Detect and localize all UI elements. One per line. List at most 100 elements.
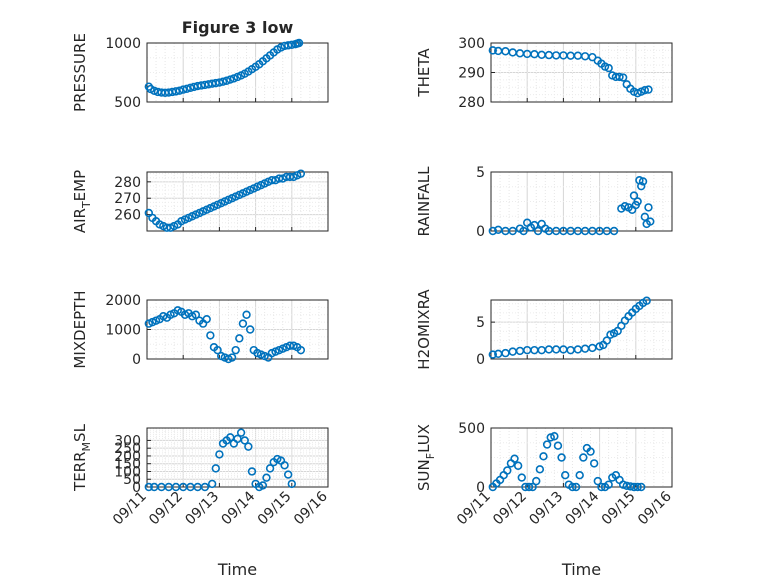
- data-point: [629, 191, 639, 200]
- data-point: [150, 86, 159, 95]
- data-point: [524, 482, 534, 492]
- panel-mixdepth: 0 1000 2000 MIXDEPTH: [71, 290, 329, 369]
- data-point: [503, 466, 512, 475]
- y-axis-label-rest: LUX: [415, 424, 433, 453]
- x-tick-label: 09/13: [182, 489, 222, 529]
- data-point: [644, 85, 653, 94]
- data-point: [488, 350, 498, 359]
- data-point: [222, 76, 231, 85]
- data-point: [240, 436, 249, 445]
- y-tick-label: 200: [114, 449, 141, 465]
- data-point: [620, 202, 630, 211]
- data-point: [238, 319, 248, 328]
- data-point: [236, 428, 246, 437]
- data-point: [539, 452, 548, 461]
- y-tick-label: 500: [458, 421, 485, 437]
- y-tick-label: 300: [114, 433, 141, 449]
- data-point: [258, 481, 268, 490]
- data-point: [618, 480, 628, 489]
- y-tick-label: 300: [458, 36, 485, 52]
- data-point: [517, 473, 526, 482]
- y-axis-label-subscript: M: [80, 442, 93, 452]
- data-point: [646, 217, 655, 226]
- data-point: [144, 482, 154, 492]
- data-point: [597, 482, 606, 492]
- data-point: [513, 461, 523, 470]
- data-point: [231, 345, 240, 355]
- y-axis-label: PRESSURE: [71, 33, 89, 112]
- data-point: [235, 334, 244, 343]
- y-tick-label: 280: [458, 95, 485, 111]
- data-point: [213, 345, 222, 355]
- y-axis-label: AIRTEMP: [71, 170, 93, 233]
- data-point: [508, 226, 517, 236]
- data-point: [488, 226, 498, 236]
- panel-theta: 280 290 300 THETA: [415, 36, 673, 111]
- panel-pressure: 500 1000 PRESSURE Figure 3 low: [71, 18, 329, 112]
- data-point: [287, 40, 296, 49]
- data-point: [171, 87, 181, 96]
- data-point: [226, 75, 235, 84]
- data-point: [287, 479, 296, 489]
- data-point: [262, 473, 271, 482]
- x-tick-label: 09/11: [110, 489, 150, 529]
- y-tick-label: 280: [114, 175, 141, 191]
- data-point: [265, 464, 275, 473]
- data-point: [604, 63, 613, 73]
- x-tick-label: 09/15: [255, 489, 295, 529]
- x-tick-label: 09/16: [291, 488, 331, 528]
- y-tick-label: 0: [132, 480, 141, 496]
- data-point: [244, 442, 253, 451]
- axes-frame: [490, 299, 673, 360]
- data-point: [211, 464, 220, 473]
- x-tick-label: 09/12: [146, 489, 186, 529]
- data-point: [294, 38, 304, 48]
- y-tick-label: 250: [114, 441, 141, 457]
- data-point: [553, 441, 563, 450]
- y-axis-label: MIXDEPTH: [71, 290, 89, 368]
- y-axis-label-main: TERR: [71, 451, 89, 492]
- panel-h2omixra: 0 5 H2OMIXRA: [415, 289, 673, 370]
- data-point: [568, 482, 577, 492]
- data-point: [644, 203, 653, 212]
- y-tick-label: 150: [114, 457, 141, 473]
- y-axis-label: H2OMIXRA: [415, 289, 433, 370]
- data-point: [206, 331, 215, 340]
- y-axis-label-main: SUN: [415, 459, 433, 491]
- y-tick-label: 2000: [105, 293, 141, 309]
- y-axis-label-subscript: F: [424, 453, 437, 459]
- data-point: [227, 353, 237, 362]
- data-point: [247, 467, 257, 476]
- data-point: [533, 226, 543, 236]
- axes-frame: [146, 171, 329, 232]
- x-tick-label: 09/11: [454, 489, 494, 529]
- data-point: [202, 314, 211, 324]
- chart-title: Figure 3 low: [182, 18, 294, 37]
- data-point: [615, 72, 624, 82]
- panel-terr_msl: 05010015020025030009/1109/1209/1309/1409…: [71, 423, 331, 579]
- data-point: [579, 453, 588, 462]
- data-point: [207, 479, 217, 489]
- y-axis-label: SUNFLUX: [415, 424, 437, 491]
- data-point: [296, 345, 306, 355]
- y-tick-label: 1000: [105, 36, 141, 52]
- data-point: [215, 78, 224, 87]
- data-point: [586, 447, 595, 456]
- y-tick-label: 270: [114, 191, 141, 207]
- y-tick-label: 5: [476, 315, 485, 331]
- data-point: [186, 83, 195, 93]
- data-point: [245, 325, 255, 334]
- data-point: [179, 85, 188, 94]
- y-axis-label-rest: SL: [71, 423, 89, 442]
- data-point: [542, 440, 552, 449]
- data-point: [283, 470, 293, 479]
- data-point: [609, 226, 619, 236]
- y-tick-label: 500: [114, 95, 141, 111]
- data-point: [510, 454, 519, 463]
- x-axis-label: Time: [561, 560, 601, 579]
- data-point: [640, 85, 650, 95]
- x-tick-label: 09/13: [526, 489, 566, 529]
- panel-rainfall: 0 5 RAINFALL: [415, 165, 673, 240]
- y-tick-label: 50: [123, 472, 141, 488]
